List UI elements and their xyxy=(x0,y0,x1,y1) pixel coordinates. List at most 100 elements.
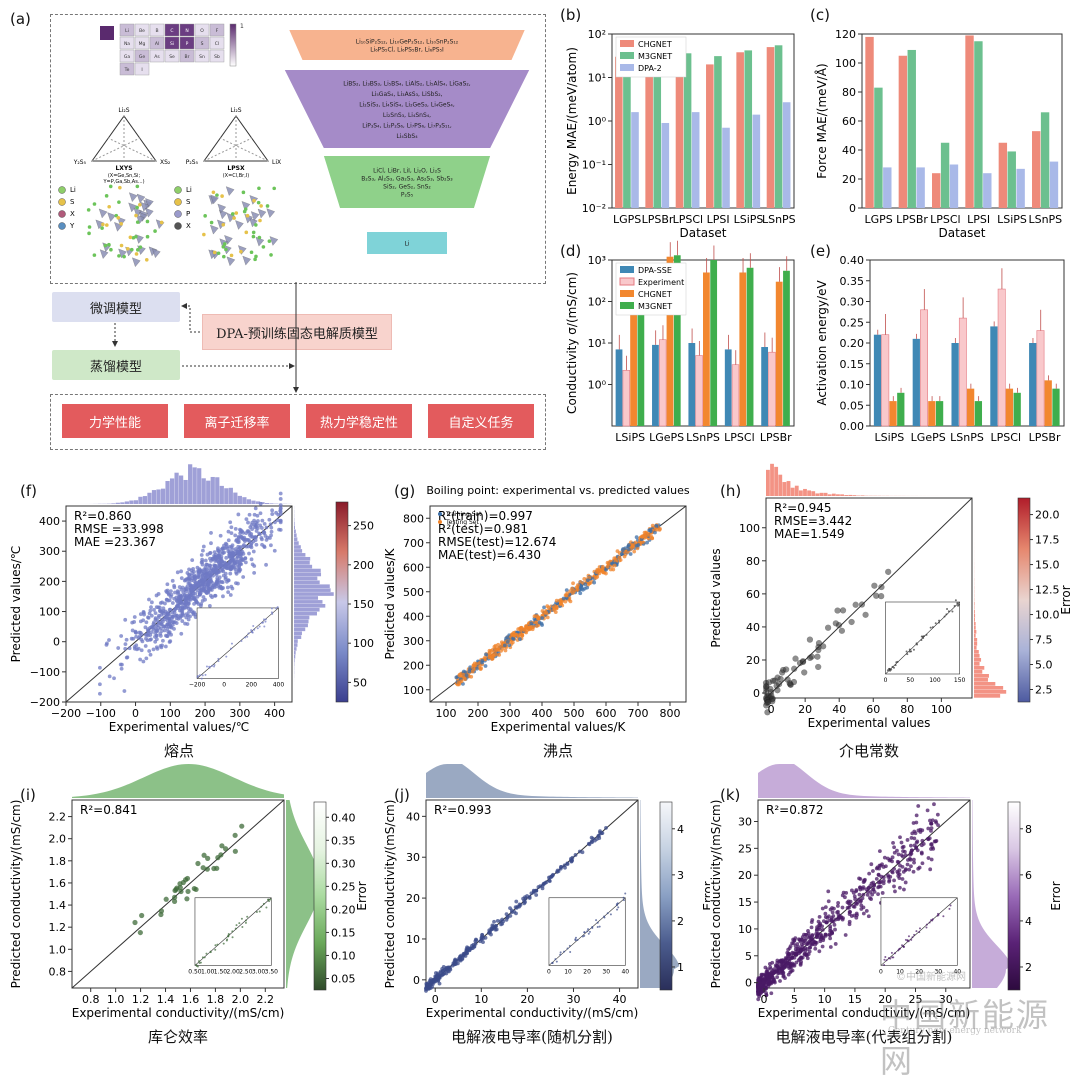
scatter-point xyxy=(828,936,832,940)
legend-label: Training Set xyxy=(445,511,482,518)
scatter-point xyxy=(144,637,148,641)
scatter-point xyxy=(918,866,922,870)
scatter-point xyxy=(465,673,469,677)
x-tick-label: 40 xyxy=(613,993,627,1006)
bar xyxy=(714,56,722,208)
scatter-point xyxy=(150,600,154,604)
legend-swatch xyxy=(620,40,634,47)
scatter-point xyxy=(909,844,913,848)
task-button[interactable]: 离子迁移率 xyxy=(184,404,290,438)
colorbar-tick-label: 4 xyxy=(677,823,684,836)
y-tick-label: 0 xyxy=(753,687,760,700)
scatter-point xyxy=(160,643,164,647)
scatter-point xyxy=(250,557,254,561)
stat-text: MAE =23.367 xyxy=(74,535,156,549)
inset-point xyxy=(925,926,927,928)
x-tick-label: LPSBr xyxy=(1029,431,1061,444)
atom xyxy=(100,226,104,230)
task-button[interactable]: 热力学稳定性 xyxy=(306,404,412,438)
scatter-point xyxy=(434,978,438,982)
colorbar-tick-label: 2.5 xyxy=(1035,684,1053,697)
scatter-point xyxy=(538,884,542,888)
bar xyxy=(936,401,943,426)
hist-bar xyxy=(782,482,786,496)
scatter-point xyxy=(859,602,865,608)
y-tick-label: 0.40 xyxy=(840,254,865,267)
scatter-point xyxy=(148,626,152,630)
bar xyxy=(783,102,791,208)
inset-point xyxy=(930,919,932,921)
task-button[interactable]: 力学性能 xyxy=(62,404,168,438)
scatter-point xyxy=(235,560,239,564)
atom xyxy=(134,214,138,218)
scatter-point xyxy=(816,647,822,653)
y-tick-label: 10⁻¹ xyxy=(582,159,606,172)
funnel-text: Li₂SnS₃, Li₄SnS₄, xyxy=(383,112,431,119)
legend-label: Li xyxy=(186,186,192,194)
scatter-point xyxy=(830,906,834,910)
scatter-point xyxy=(171,579,175,583)
crystal-structure-lpsx xyxy=(202,186,278,265)
hist-bar xyxy=(974,690,1006,694)
panel-label: (d) xyxy=(560,242,581,260)
scatter-point xyxy=(809,654,815,660)
scatter-point xyxy=(191,591,195,595)
scatter-point xyxy=(785,677,791,683)
y-tick-label: 1.8 xyxy=(49,855,67,868)
inset-point xyxy=(937,915,939,917)
scatter-point xyxy=(269,526,273,530)
task-button[interactable]: 自定义任务 xyxy=(428,404,534,438)
scatter-point xyxy=(916,848,920,852)
scatter-point xyxy=(892,867,896,871)
phase-triangle-lxys: Li₂S Y₂S₅ XS₂ LXYS (X=Ge,Sn,Si; Y=P,Ga,S… xyxy=(73,107,171,185)
scatter-point xyxy=(269,522,273,526)
inset-point xyxy=(559,954,561,956)
scatter-point xyxy=(807,637,813,643)
scatter-point xyxy=(900,841,904,845)
inset-point xyxy=(256,911,258,913)
x-tick-label: 1.2 xyxy=(132,993,150,1006)
scatter-point xyxy=(154,611,158,615)
scatter-point xyxy=(931,847,935,851)
inset-point xyxy=(951,610,953,612)
scatter-point xyxy=(503,643,507,647)
scatter-point xyxy=(193,575,197,579)
scatter-point xyxy=(131,629,135,633)
inset-point xyxy=(202,956,204,958)
scatter-point xyxy=(514,900,518,904)
scatter-point xyxy=(878,849,882,853)
scatter-point xyxy=(233,533,237,537)
tetrahedron xyxy=(227,257,235,266)
hist-bar xyxy=(832,494,836,496)
colorbar-tick-label: 50 xyxy=(353,676,367,689)
scatter-point xyxy=(915,813,919,817)
atom xyxy=(252,199,256,203)
scatter-point xyxy=(105,641,109,645)
scatter-point xyxy=(798,938,802,942)
scatter-point xyxy=(805,942,809,946)
inset-point xyxy=(260,906,262,908)
scatter-point xyxy=(601,571,605,575)
hist-bar xyxy=(770,464,774,496)
chart-title: Boiling point: experimental vs. predicte… xyxy=(426,484,690,497)
scatter-point xyxy=(125,655,129,659)
y-tick-label: 0.10 xyxy=(840,379,865,392)
marginal-histogram-right xyxy=(294,506,334,702)
inset-point xyxy=(567,948,569,950)
scatter-point xyxy=(251,540,255,544)
inset-point xyxy=(271,607,273,609)
scatter-point xyxy=(244,561,248,565)
y-tick-label: 0.20 xyxy=(840,337,865,350)
pt-cell-label: Se xyxy=(169,54,175,60)
hist-bar xyxy=(251,501,255,504)
scatter-point xyxy=(565,591,569,595)
bar xyxy=(1041,112,1049,208)
scatter-point xyxy=(512,637,516,641)
scatter-point xyxy=(876,892,880,896)
hist-bar xyxy=(820,493,824,496)
